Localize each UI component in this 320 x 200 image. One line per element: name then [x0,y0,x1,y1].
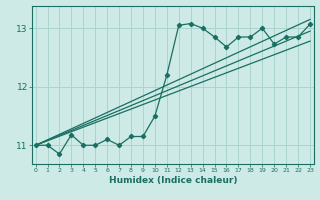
X-axis label: Humidex (Indice chaleur): Humidex (Indice chaleur) [108,176,237,185]
